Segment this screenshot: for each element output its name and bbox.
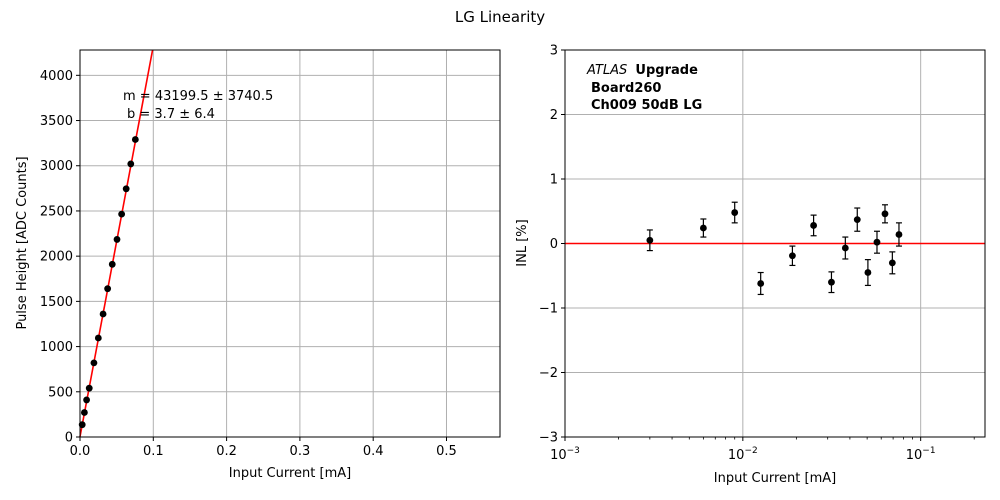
right-chart: 10−3 10−2 10−1 −3 −2 −1 0 1 2 3 ATLAS Upgrade Bo… [515, 44, 986, 486]
left-data-point [80, 409, 88, 416]
left-data-point [104, 285, 112, 293]
left-y-tick-label: 1500 [40, 295, 73, 310]
left-fit-line [79, 49, 154, 437]
right-y-tick-label: 1 [550, 173, 558, 188]
left-data-point [127, 160, 135, 168]
right-data-point-group [864, 259, 872, 287]
right-data-point-group [699, 218, 707, 238]
right-data-point [853, 216, 861, 224]
right-data-point-group [828, 271, 835, 294]
left-y-tick-label: 3500 [40, 114, 73, 129]
right-annotation-upgrade: Upgrade [635, 63, 698, 78]
left-data-point [113, 236, 121, 243]
right-x-tick-label: 10−2 [728, 446, 758, 463]
right-data-point [699, 224, 707, 232]
left-annotation-slope: m = 43199.5 ± 3740.5 [123, 89, 273, 104]
left-annotation-intercept: b = 3.7 ± 6.4 [127, 107, 215, 122]
left-x-tick-label: 0.3 [290, 444, 311, 459]
left-data-point [122, 185, 130, 193]
right-data-point-group [810, 214, 818, 237]
right-data-point [864, 269, 872, 276]
right-data-point-group [757, 271, 765, 296]
right-data-point [881, 210, 889, 218]
left-x-tick-label: 0.5 [436, 444, 457, 459]
left-data-point [131, 136, 139, 143]
left-x-tick-label: 0.4 [363, 444, 384, 459]
left-x-axis-label: Input Current [mA] [229, 466, 351, 481]
right-data-point-group [895, 222, 903, 247]
left-data-point [90, 359, 98, 367]
right-x-tick-exponent: −2 [744, 446, 757, 456]
right-y-tick-label: 0 [550, 237, 558, 252]
left-x-tick-label: 0.2 [216, 444, 237, 459]
left-plot-frame [79, 49, 501, 438]
right-data-point-group [731, 201, 739, 224]
right-x-ticks: 10−3 10−2 10−1 [550, 437, 975, 463]
left-x-ticks: 0.0 0.1 0.2 0.3 0.4 0.5 [70, 437, 457, 459]
right-x-tick-label: 10−3 [550, 446, 580, 463]
right-annotation-channel: Ch009 50dB LG [591, 98, 702, 113]
right-data-point [873, 238, 881, 246]
right-y-tick-label: 2 [550, 108, 558, 123]
left-data-point [83, 396, 90, 404]
right-data-point [810, 222, 818, 229]
right-data-points [646, 201, 903, 296]
right-x-axis-label: Input Current [mA] [714, 471, 836, 486]
right-data-point [646, 236, 654, 244]
right-x-tick-label: 10−1 [906, 446, 936, 463]
right-data-point [828, 278, 835, 286]
left-y-ticks: 0 500 1000 1500 2000 2500 3000 3500 4000 [40, 69, 80, 446]
right-y-tick-label: 3 [550, 44, 558, 59]
right-y-tick-label: −2 [539, 366, 558, 381]
right-annotation-atlas: ATLAS [586, 63, 627, 78]
right-y-tick-label: −1 [539, 302, 558, 317]
left-y-tick-label: 0 [65, 431, 73, 446]
right-y-ticks: −3 −2 −1 0 1 2 3 [539, 44, 565, 446]
left-x-tick-label: 0.0 [70, 444, 91, 459]
left-fit-line-group [79, 49, 154, 437]
right-data-point-group [853, 207, 861, 232]
left-data-point [85, 384, 93, 392]
left-chart: 0.0 0.1 0.2 0.3 0.4 0.5 0 500 1000 1500 2000 2500 3… [15, 49, 501, 481]
right-data-point [888, 259, 896, 267]
right-data-point [789, 252, 796, 260]
right-x-tick-exponent: −3 [567, 446, 580, 456]
left-data-points [78, 136, 139, 429]
right-data-point-group [888, 251, 896, 275]
left-y-tick-label: 3000 [40, 159, 73, 174]
left-y-tick-label: 2000 [40, 250, 73, 265]
right-y-tick-label: −3 [539, 431, 558, 446]
left-x-tick-label: 0.1 [143, 444, 164, 459]
right-data-point-group [789, 245, 796, 267]
left-grid [79, 50, 500, 438]
figure-title: LG Linearity [455, 8, 545, 26]
left-data-point [108, 260, 116, 268]
left-y-axis-label: Pulse Height [ADC Counts] [15, 156, 30, 329]
right-data-point [895, 231, 903, 238]
right-annotation-board: Board260 [591, 81, 661, 96]
right-data-point [731, 209, 739, 216]
left-data-point [118, 210, 126, 218]
right-annotation-line1: ATLAS Upgrade [586, 63, 698, 78]
left-data-point [99, 310, 107, 318]
right-data-point [841, 244, 849, 252]
left-y-tick-label: 4000 [40, 69, 73, 84]
left-y-tick-label: 2500 [40, 204, 73, 219]
left-y-tick-label: 500 [48, 385, 73, 400]
right-data-point-group [881, 204, 889, 224]
right-y-axis-label: INL [%] [515, 219, 530, 266]
right-x-tick-exponent: −1 [922, 446, 935, 456]
right-data-point-group [841, 236, 849, 260]
right-data-point-group [646, 229, 654, 252]
left-data-point [94, 334, 102, 342]
left-y-tick-label: 1000 [40, 340, 73, 355]
right-data-point-group [873, 230, 881, 254]
right-data-point [757, 280, 765, 287]
